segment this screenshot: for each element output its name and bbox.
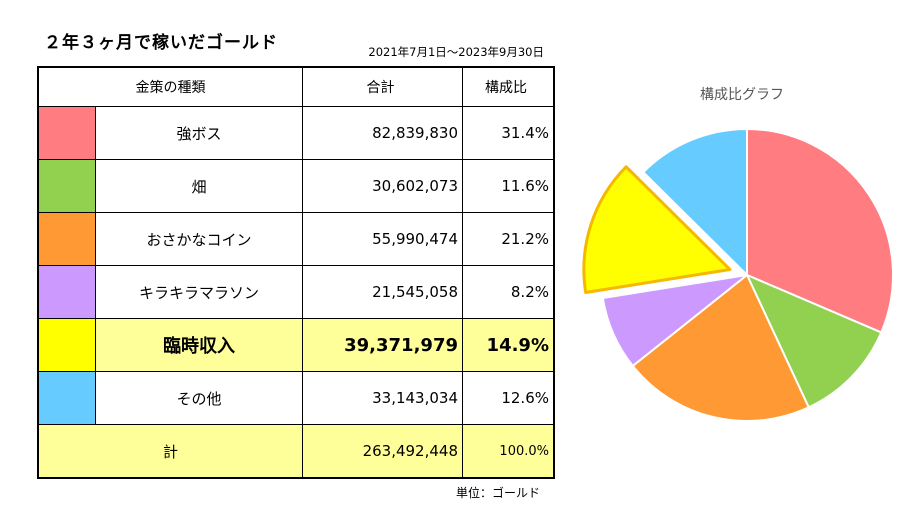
table-header-row: 金策の種類 合計 構成比 — [37, 66, 555, 107]
row-name: おさかなコイン — [95, 212, 303, 266]
row-ratio: 11.6% — [462, 159, 555, 213]
table-row: 強ボス 82,839,830 31.4% — [37, 106, 555, 160]
row-ratio: 21.2% — [462, 212, 555, 266]
row-name: キラキラマラソン — [95, 265, 303, 319]
period-label: 2021年7月1日～2023年9月30日 — [368, 45, 544, 59]
color-swatch — [37, 212, 96, 266]
pie-slice — [601, 274, 748, 367]
table-sum-row: 計 263,492,448 100.0% — [37, 424, 555, 479]
row-total: 21,545,058 — [302, 265, 463, 319]
row-ratio: 8.2% — [462, 265, 555, 319]
sum-ratio: 100.0% — [462, 424, 555, 479]
gold-table: 金策の種類 合計 構成比 強ボス 82,839,830 31.4% 畑 30,602,0… — [37, 66, 555, 479]
row-name: 強ボス — [95, 106, 303, 160]
row-total: 55,990,474 — [302, 212, 463, 266]
header-type: 金策の種類 — [37, 66, 303, 107]
header-ratio: 構成比 — [462, 66, 555, 107]
color-swatch — [37, 106, 96, 160]
sum-label: 計 — [37, 424, 303, 479]
pie-slice — [746, 128, 894, 334]
row-name: その他 — [95, 371, 303, 425]
row-total: 82,839,830 — [302, 106, 463, 160]
color-swatch — [37, 318, 96, 372]
row-ratio: 14.9% — [462, 318, 555, 372]
table-row: キラキラマラソン 21,545,058 8.2% — [37, 265, 555, 319]
unit-label: 単位：ゴールド — [456, 486, 541, 500]
row-ratio: 31.4% — [462, 106, 555, 160]
pie-slice — [746, 274, 883, 409]
chart-title: 構成比グラフ — [700, 87, 784, 103]
pie-slice — [582, 165, 732, 295]
pie-chart — [582, 128, 894, 422]
pie-slice — [642, 128, 748, 276]
pie-slice — [631, 274, 810, 422]
table-row: おさかなコイン 55,990,474 21.2% — [37, 212, 555, 266]
table-row: 畑 30,602,073 11.6% — [37, 159, 555, 213]
row-name: 畑 — [95, 159, 303, 213]
table-row: その他 33,143,034 12.6% — [37, 371, 555, 425]
row-ratio: 12.6% — [462, 371, 555, 425]
row-total: 33,143,034 — [302, 371, 463, 425]
color-swatch — [37, 159, 96, 213]
page-title: ２年３ヶ月で稼いだゴールド — [44, 33, 278, 53]
table-row: 臨時収入 39,371,979 14.9% — [37, 318, 555, 372]
row-name: 臨時収入 — [95, 318, 303, 372]
color-swatch — [37, 265, 96, 319]
row-total: 39,371,979 — [302, 318, 463, 372]
color-swatch — [37, 371, 96, 425]
row-total: 30,602,073 — [302, 159, 463, 213]
header-total: 合計 — [302, 66, 463, 107]
sum-total: 263,492,448 — [302, 424, 463, 479]
